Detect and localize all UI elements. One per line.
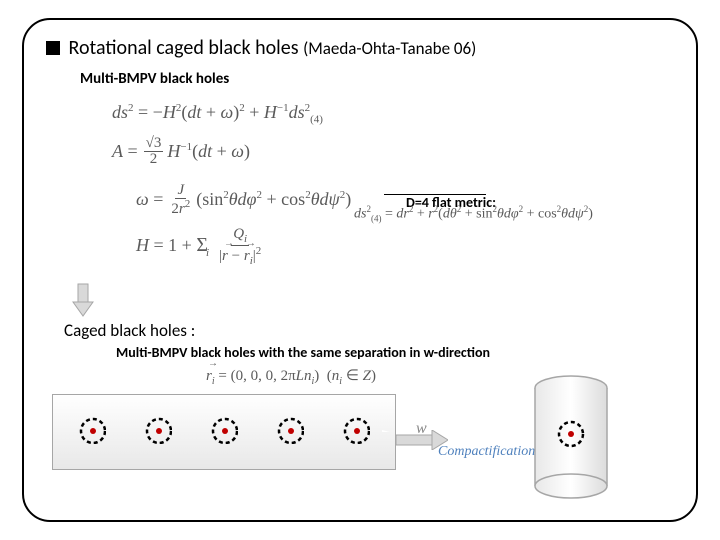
bh-node xyxy=(342,416,370,444)
eq-H: H = 1 + Σi Qi |r − ri|2 xyxy=(136,227,674,267)
bh-node xyxy=(78,416,106,444)
cylinder-diagram xyxy=(530,374,612,500)
title-main: Rotational caged black holes xyxy=(69,36,299,60)
eq-A: A = √32 H−1(dt + ω) xyxy=(112,136,674,167)
eq-ri: ri = (0, 0, 0, 2πLni) (ni ∈ Z) xyxy=(206,366,376,387)
down-arrow-icon xyxy=(70,282,96,318)
title-citation: (Maeda-Ohta-Tanabe 06) xyxy=(303,38,476,59)
bullet-icon xyxy=(46,41,60,55)
bh-node xyxy=(210,416,238,444)
eq-metric: ds2 = −H2(dt + ω)2 + H−1ds2(4) xyxy=(112,102,674,126)
bh-node xyxy=(276,416,304,444)
caged-desc: Multi-BMPV black holes with the same sep… xyxy=(116,344,490,361)
bh-node xyxy=(144,416,172,444)
subheading: Multi-BMPV black holes xyxy=(80,70,674,88)
eq-d4-metric: ds2(4) = dr2 + r2(dθ2 + sin2θdφ2 + cos2θ… xyxy=(354,204,593,223)
caged-heading: Caged black holes : xyxy=(64,320,195,341)
compactification-label: Compactification xyxy=(438,444,535,460)
d4-underline xyxy=(384,194,486,195)
title-row: Rotational caged black holes (Maeda-Ohta… xyxy=(46,36,674,60)
